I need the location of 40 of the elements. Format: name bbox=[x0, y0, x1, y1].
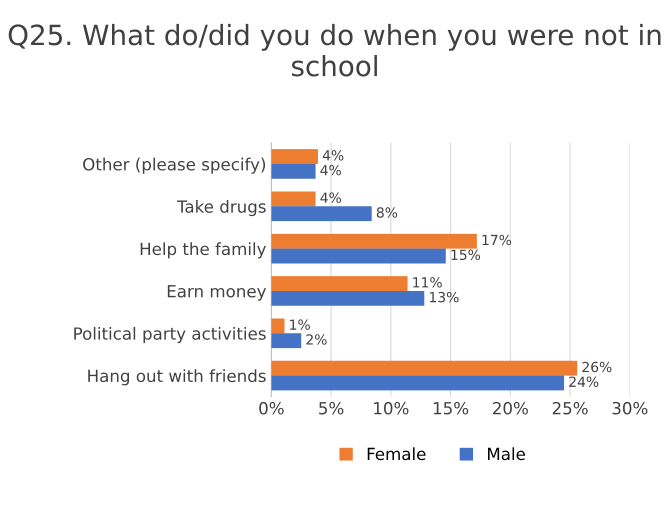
x-tick-label: 10% bbox=[374, 402, 408, 415]
bar bbox=[271, 206, 372, 222]
data-label: 4% bbox=[320, 192, 341, 203]
y-tick-label: Earn money bbox=[168, 285, 266, 301]
data-label: 26% bbox=[582, 362, 612, 372]
y-tick-label: Take drugs bbox=[176, 200, 266, 216]
data-label: 24% bbox=[569, 376, 598, 388]
data-label: 2% bbox=[306, 334, 327, 345]
y-tick-label: Political party activities bbox=[74, 326, 266, 344]
legend-label: Female bbox=[368, 447, 426, 460]
data-label: 17% bbox=[482, 234, 512, 246]
bar bbox=[271, 360, 578, 376]
bar bbox=[271, 318, 284, 334]
x-tick-label: 20% bbox=[493, 402, 528, 415]
data-label: 11% bbox=[413, 277, 442, 288]
data-label: 8% bbox=[376, 207, 398, 218]
bar bbox=[271, 248, 446, 264]
bar bbox=[271, 234, 477, 249]
chart-title: Q25. What do/did you do when you were not in school bbox=[8, 24, 660, 77]
data-label: 15% bbox=[451, 250, 480, 260]
bar bbox=[271, 333, 302, 348]
data-label: 13% bbox=[430, 292, 459, 302]
y-tick-label: Help the family bbox=[140, 242, 266, 258]
x-tick-label: 15% bbox=[434, 402, 468, 415]
data-label: 1% bbox=[290, 319, 310, 330]
legend-label: Male bbox=[488, 447, 525, 460]
x-tick-label: 5% bbox=[319, 402, 344, 415]
x-tick-label: 30% bbox=[612, 402, 648, 415]
data-label: 4% bbox=[320, 164, 341, 176]
bar bbox=[271, 276, 408, 291]
bar bbox=[271, 290, 424, 306]
bar bbox=[271, 164, 316, 179]
x-tick-label: 25% bbox=[552, 402, 588, 415]
bar bbox=[271, 192, 316, 206]
bar bbox=[271, 149, 318, 164]
y-tick-label: Hang out with friends bbox=[88, 369, 266, 386]
y-tick-label: Other (please specify) bbox=[83, 158, 266, 174]
x-tick-label: 0% bbox=[259, 402, 284, 415]
data-label: 4% bbox=[322, 150, 344, 161]
bar bbox=[271, 376, 564, 390]
